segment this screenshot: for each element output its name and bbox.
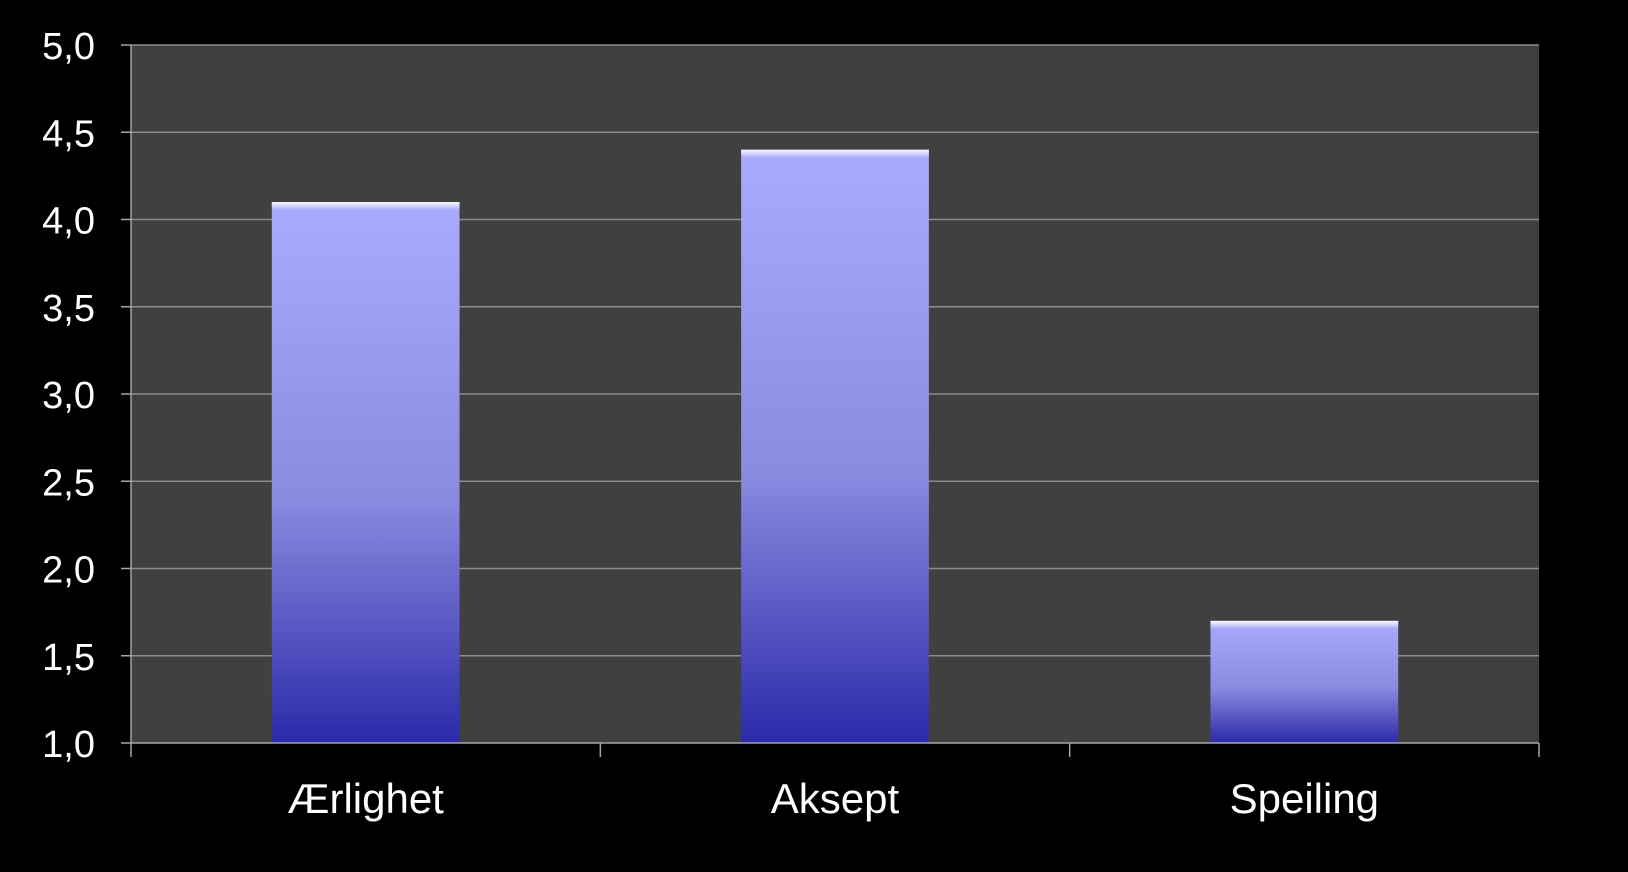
axes — [121, 44, 1540, 757]
bar-3 — [1210, 620, 1399, 743]
x-tick-label: Ærlighet — [287, 775, 444, 822]
bar-highlight — [271, 202, 460, 211]
y-tick-label: 2,5 — [42, 462, 95, 504]
bar-highlight — [741, 149, 929, 158]
y-tick-label: 1,5 — [42, 637, 95, 679]
bar-1 — [271, 202, 460, 744]
x-tick-label: Speiling — [1230, 775, 1379, 822]
bar-2 — [741, 149, 929, 743]
y-tick-label: 5,0 — [42, 26, 95, 68]
bar-highlight — [1210, 620, 1399, 629]
y-tick-label: 3,5 — [42, 288, 95, 330]
y-tick-label: 1,0 — [42, 724, 95, 766]
y-tick-label: 4,5 — [42, 113, 95, 155]
bars — [271, 149, 1399, 744]
x-tick-label: Aksept — [771, 775, 900, 822]
y-tick-label: 4,0 — [42, 201, 95, 243]
tick-labels: 1,0 1,5 2,0 2,5 3,0 3,5 4,0 4,5 5,0 Ærlighet Aksep… — [42, 26, 1379, 822]
y-tick-label: 2,0 — [42, 550, 95, 592]
y-tick-label: 3,0 — [42, 375, 95, 417]
